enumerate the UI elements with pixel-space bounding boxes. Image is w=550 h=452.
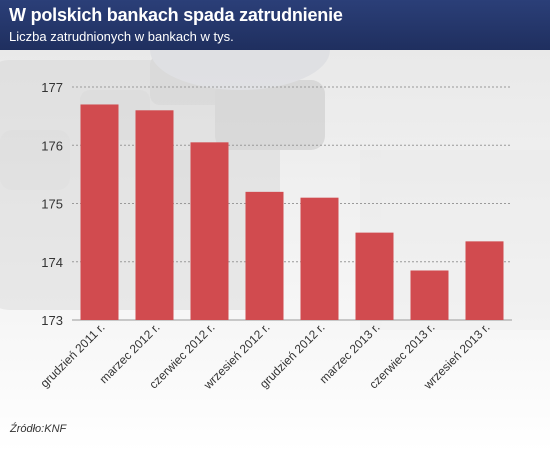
bar <box>465 241 504 320</box>
bar <box>80 104 119 320</box>
y-tick-label: 177 <box>41 80 63 95</box>
chart-header: W polskich bankach spada zatrudnienie Li… <box>0 0 550 50</box>
chart-title: W polskich bankach spada zatrudnienie <box>9 5 343 25</box>
bar <box>300 197 339 320</box>
chart-subtitle: Liczba zatrudnionych w bankach w tys. <box>9 29 234 44</box>
bar <box>190 142 229 320</box>
bar <box>135 110 174 320</box>
y-tick-label: 174 <box>41 255 63 270</box>
y-tick-label: 176 <box>41 138 63 153</box>
y-tick-label: 175 <box>41 197 63 212</box>
bar <box>410 270 449 320</box>
y-tick-label: 173 <box>41 313 63 328</box>
bar <box>245 191 284 320</box>
source-note: Źródło:KNF <box>10 423 67 435</box>
bar <box>355 232 394 320</box>
x-tick-label: grudzień 2011 r. <box>37 320 107 390</box>
